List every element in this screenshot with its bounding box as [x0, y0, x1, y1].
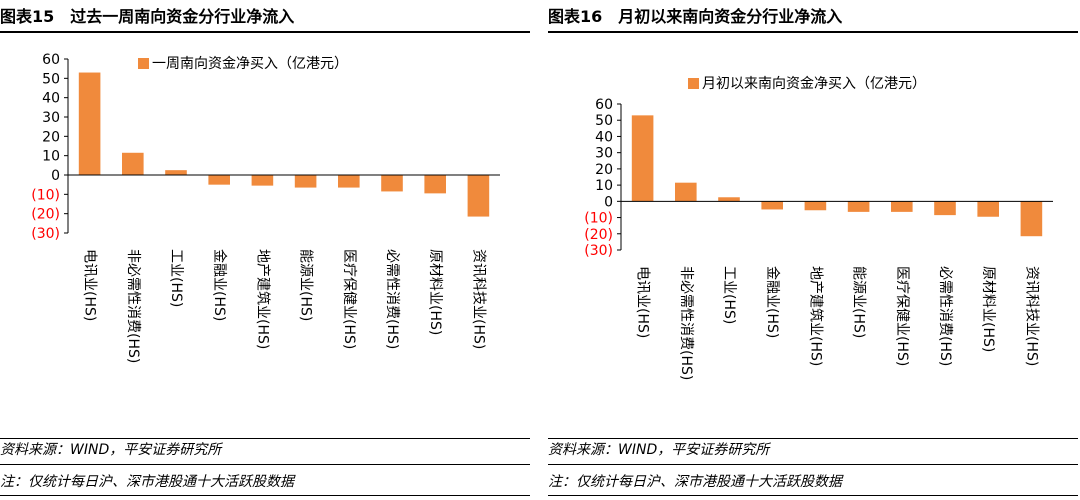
y-tick-label: (20) — [31, 207, 60, 223]
y-tick-label: 0 — [51, 168, 60, 184]
bottom-rule — [548, 495, 1078, 496]
x-tick-label: 必需性消费(HS) — [384, 249, 400, 349]
bar — [208, 175, 230, 185]
x-tick-label: 资讯科技业(HS) — [470, 249, 486, 349]
legend-swatch — [138, 58, 149, 69]
y-tick-label: 30 — [595, 146, 613, 162]
bar — [847, 201, 870, 212]
y-tick-label: (10) — [31, 187, 60, 203]
bar — [1020, 201, 1043, 237]
x-tick-label: 资讯科技业(HS) — [1023, 266, 1039, 366]
legend-label: 一周南向资金净买入（亿港元） — [152, 56, 348, 72]
note-text: 注：仅统计每日沪、深市港股通十大活跃股数据 — [0, 474, 294, 490]
legend-swatch — [688, 78, 699, 89]
legend-label: 月初以来南向资金净买入（亿港元） — [702, 75, 926, 92]
x-tick-label: 金融业(HS) — [211, 249, 227, 321]
x-tick-label: 工业(HS) — [721, 266, 737, 324]
y-tick-label: 50 — [42, 71, 60, 87]
bottom-rule — [0, 495, 530, 496]
bar — [631, 115, 654, 202]
y-tick-label: 10 — [42, 149, 60, 165]
figure-title-text: 月初以来南向资金分行业净流入 — [618, 7, 843, 26]
y-tick-label: 0 — [604, 194, 613, 210]
y-tick-label: (30) — [584, 243, 613, 259]
x-tick-label: 非必需性消费(HS) — [678, 266, 694, 380]
x-tick-label: 原材料业(HS) — [980, 266, 996, 352]
y-tick-label: 20 — [595, 162, 613, 178]
figure-number: 图表16 — [548, 7, 603, 26]
bar — [122, 152, 144, 175]
x-tick-label: 电讯业(HS) — [82, 249, 98, 321]
chart-panel-left: 图表15 过去一周南向资金分行业净流入 60 50 40 30 20 10 0 (10) (20)… — [0, 0, 530, 500]
bar — [718, 197, 740, 202]
bar — [675, 182, 697, 202]
y-tick-label: 20 — [42, 129, 60, 145]
source-text: 资料来源：WIND，平安证券研究所 — [548, 442, 770, 458]
x-tick-label: 医疗保健业(HS) — [341, 249, 357, 349]
note-rule — [548, 464, 1078, 465]
source-text: 资料来源：WIND，平安证券研究所 — [0, 442, 222, 458]
title-rule — [548, 31, 1078, 33]
note-text: 注：仅统计每日沪、深市港股通十大活跃股数据 — [548, 474, 842, 490]
bar — [165, 170, 187, 175]
y-tick-label: (30) — [31, 226, 60, 242]
figure-number: 图表15 — [0, 7, 55, 26]
bar — [891, 201, 913, 212]
y-tick-label: 50 — [595, 113, 613, 129]
bar — [804, 201, 827, 211]
figure-title-text: 过去一周南向资金分行业净流入 — [70, 7, 295, 26]
bar — [761, 201, 783, 210]
bar-chart: 60 50 40 30 20 10 0 (10) (20) (30) 电讯业(HS) 非必需性消费(H… — [31, 52, 500, 363]
x-tick-label: 非必需性消费(HS) — [125, 249, 141, 363]
bar — [78, 72, 101, 175]
bar — [294, 175, 317, 188]
source-rule — [0, 438, 530, 439]
bar — [977, 201, 999, 217]
source-rule — [548, 438, 1078, 439]
x-tick-label: 能源业(HS) — [298, 249, 314, 321]
x-tick-label: 地产建筑业(HS) — [254, 249, 270, 349]
x-tick-label: 必需性消费(HS) — [937, 266, 953, 366]
x-tick-label: 原材料业(HS) — [427, 249, 443, 335]
y-tick-label: (20) — [584, 227, 613, 243]
x-tick-label: 能源业(HS) — [851, 266, 867, 338]
bar — [251, 175, 274, 186]
bar — [424, 175, 446, 194]
figure-title: 图表16 月初以来南向资金分行业净流入 — [548, 4, 1078, 30]
bar — [467, 175, 490, 217]
y-tick-label: 60 — [42, 52, 60, 68]
chart-panel-right: 图表16 月初以来南向资金分行业净流入 60 50 40 30 20 10 0 (10) (20)… — [548, 0, 1078, 500]
x-tick-label: 工业(HS) — [168, 249, 184, 307]
y-tick-label: 60 — [595, 97, 613, 113]
title-rule — [0, 31, 530, 33]
y-tick-label: 40 — [42, 91, 60, 107]
figure-title: 图表15 过去一周南向资金分行业净流入 — [0, 4, 530, 30]
bar — [338, 175, 360, 188]
note-rule — [0, 464, 530, 465]
y-tick-label: 40 — [595, 129, 613, 145]
x-tick-label: 电讯业(HS) — [635, 266, 651, 338]
x-tick-label: 金融业(HS) — [764, 266, 780, 338]
y-tick-label: 30 — [42, 110, 60, 126]
x-tick-label: 地产建筑业(HS) — [807, 266, 823, 366]
y-tick-label: 10 — [595, 178, 613, 194]
y-tick-label: (10) — [584, 211, 613, 227]
bar — [934, 201, 956, 216]
bar — [381, 175, 403, 192]
x-tick-label: 医疗保健业(HS) — [894, 266, 910, 366]
